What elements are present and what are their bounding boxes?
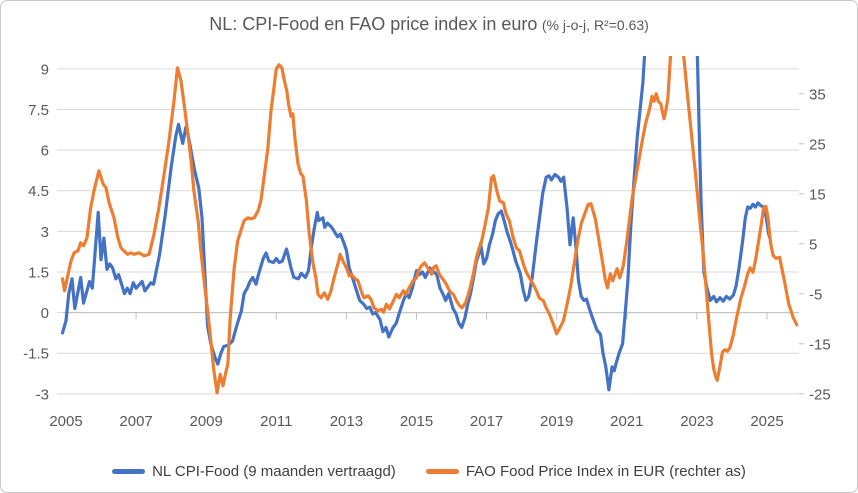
y-left-tick-label: 0	[41, 305, 49, 322]
x-axis-year-label: 2019	[540, 413, 573, 430]
y-right-tick-label: -5	[809, 286, 822, 303]
y-right-tick-label: 35	[809, 86, 826, 103]
x-axis-year-label: 2015	[400, 413, 433, 430]
y-right-tick-label: 25	[809, 136, 826, 153]
y-left-tick-label: 3	[41, 224, 49, 241]
cpi-food-line	[60, 56, 772, 392]
y-right-tick-label: 15	[809, 186, 826, 203]
y-left-tick-label: -3	[36, 386, 49, 403]
fao-index-line	[60, 56, 799, 395]
chart-legend: NL CPI-Food (9 maanden vertraagd) FAO Fo…	[1, 463, 857, 480]
y-left-tick-label: 6	[41, 143, 49, 160]
x-axis-year-label: 2017	[470, 413, 503, 430]
x-axis-year-label: 2023	[680, 413, 713, 430]
y-left-tick-label: 7.5	[28, 102, 49, 119]
y-left-tick-label: 4.5	[28, 183, 49, 200]
y-right-tick-label: -25	[809, 386, 831, 403]
x-axis-year-label: 2009	[190, 413, 223, 430]
x-axis-year-label: 2007	[119, 413, 152, 430]
cpi-food-legend-label: NL CPI-Food (9 maanden vertraagd)	[152, 463, 396, 480]
legend-item-cpi-food: NL CPI-Food (9 maanden vertraagd)	[112, 463, 396, 480]
fao-index-line-swatch	[425, 469, 459, 474]
fao-index-legend-label: FAO Food Price Index in EUR (rechter as)	[465, 463, 746, 480]
x-axis-year-label: 2025	[750, 413, 783, 430]
x-axis-year-label: 2011	[260, 413, 292, 430]
chart-title: NL: CPI-Food en FAO price index in euro …	[1, 14, 857, 35]
x-axis-year-label: 2021	[610, 413, 643, 430]
legend-item-fao-index: FAO Food Price Index in EUR (rechter as)	[425, 463, 746, 480]
y-left-tick-label: -1.5	[23, 346, 49, 363]
chart-title-note: (% j-o-j, R²=0.63)	[541, 17, 649, 33]
y-right-tick-label: -15	[809, 336, 831, 353]
cpi-food-line-swatch	[112, 469, 146, 474]
x-axis-year-label: 2013	[330, 413, 363, 430]
y-right-tick-label: 5	[809, 236, 817, 253]
y-left-tick-label: 1.5	[28, 264, 49, 281]
y-left-tick-label: 9	[41, 61, 49, 78]
x-axis-year-label: 2005	[49, 413, 82, 430]
chart-title-main: NL: CPI-Food en FAO price index in euro	[209, 14, 538, 34]
